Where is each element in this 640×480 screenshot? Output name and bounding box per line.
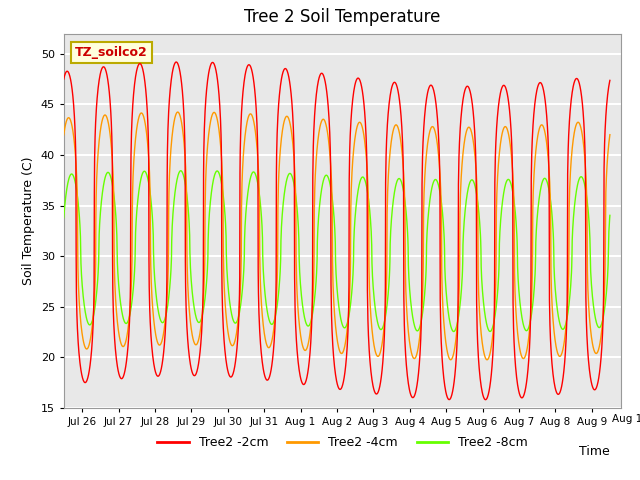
Text: TZ_soilco2: TZ_soilco2 [75, 46, 148, 59]
Text: Aug 10: Aug 10 [612, 414, 640, 424]
Title: Tree 2 Soil Temperature: Tree 2 Soil Temperature [244, 9, 440, 26]
Y-axis label: Soil Temperature (C): Soil Temperature (C) [22, 156, 35, 285]
Text: Time: Time [579, 445, 610, 458]
Legend: Tree2 -2cm, Tree2 -4cm, Tree2 -8cm: Tree2 -2cm, Tree2 -4cm, Tree2 -8cm [152, 431, 532, 454]
